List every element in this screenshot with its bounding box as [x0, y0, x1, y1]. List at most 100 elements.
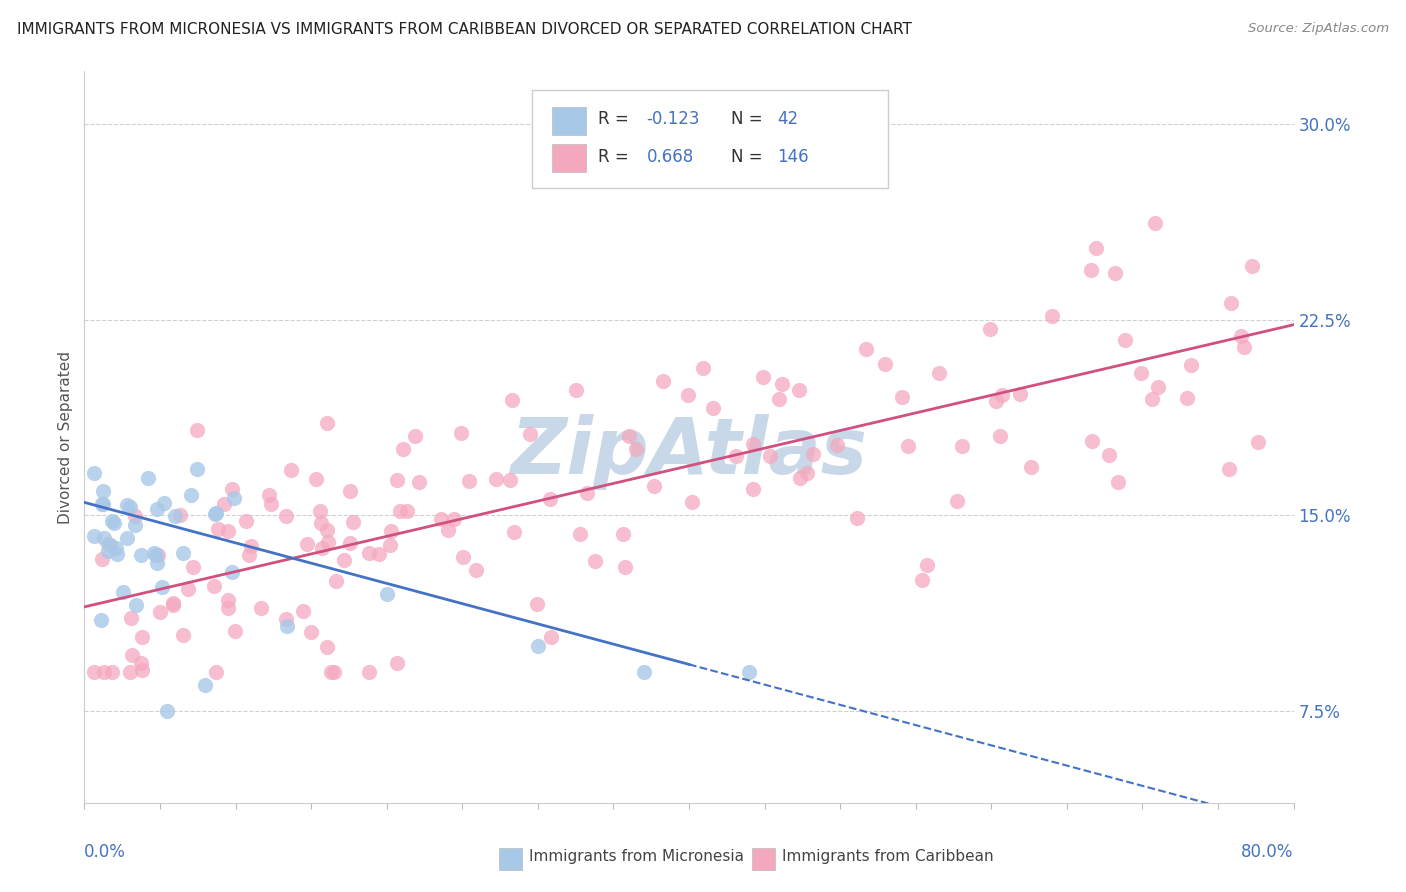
Text: 146: 146 — [778, 148, 808, 166]
Point — [789, 471, 811, 485]
Text: Immigrants from Caribbean: Immigrants from Caribbean — [782, 849, 994, 863]
Point — [405, 429, 427, 443]
Point — [501, 393, 523, 408]
Point — [569, 527, 592, 541]
Point — [124, 508, 146, 523]
Point — [458, 474, 481, 488]
Text: N =: N = — [731, 148, 768, 166]
Point — [235, 514, 257, 528]
Point — [145, 548, 167, 562]
Text: Immigrants from Micronesia: Immigrants from Micronesia — [529, 849, 744, 863]
Point — [917, 558, 939, 573]
Point — [979, 322, 1001, 336]
Text: 0.668: 0.668 — [647, 148, 695, 166]
Point — [93, 497, 115, 511]
Point — [387, 656, 409, 670]
Point — [1218, 462, 1240, 476]
Point — [83, 467, 105, 481]
Point — [202, 579, 225, 593]
Point — [770, 377, 793, 392]
Point — [787, 383, 810, 397]
Point — [928, 366, 950, 380]
Point — [90, 497, 112, 511]
Point — [118, 500, 141, 515]
Point — [768, 392, 790, 406]
Point — [156, 705, 179, 719]
Point — [186, 462, 208, 476]
Point — [172, 628, 194, 642]
Point — [186, 423, 208, 437]
Text: 0.0%: 0.0% — [84, 843, 127, 861]
Point — [583, 554, 606, 568]
Point — [146, 501, 169, 516]
Point — [1104, 266, 1126, 280]
Point — [986, 393, 1008, 408]
Point — [153, 496, 176, 510]
Point — [180, 488, 202, 502]
Point — [238, 549, 260, 563]
Point — [311, 516, 333, 531]
Point — [204, 507, 226, 521]
Point — [131, 663, 153, 677]
Point — [451, 549, 474, 564]
Point — [633, 665, 655, 680]
Point — [93, 532, 115, 546]
Point — [613, 559, 636, 574]
Point — [309, 504, 332, 518]
Y-axis label: Divorced or Separated: Divorced or Separated — [58, 351, 73, 524]
Point — [725, 449, 748, 463]
Point — [845, 511, 868, 525]
Point — [207, 522, 229, 536]
Point — [375, 587, 398, 601]
Point — [299, 625, 322, 640]
Point — [526, 597, 548, 611]
Point — [389, 503, 412, 517]
Point — [311, 541, 333, 556]
Point — [825, 438, 848, 452]
Point — [125, 599, 148, 613]
Point — [991, 388, 1014, 402]
Point — [333, 553, 356, 567]
Point — [1233, 340, 1256, 354]
Point — [855, 343, 877, 357]
Point — [1140, 392, 1163, 407]
Point — [380, 524, 402, 538]
Point — [93, 665, 115, 680]
Point — [101, 514, 124, 528]
Point — [1084, 241, 1107, 255]
Point — [339, 484, 361, 499]
Point — [1042, 309, 1064, 323]
Point — [1081, 434, 1104, 449]
Point — [1098, 448, 1121, 462]
Point — [643, 479, 665, 493]
Point — [165, 509, 187, 524]
Point — [910, 573, 932, 587]
Point — [875, 357, 897, 371]
Point — [124, 518, 146, 533]
Point — [612, 527, 634, 541]
Point — [217, 601, 239, 615]
Point — [380, 538, 402, 552]
Point — [702, 401, 724, 415]
Point — [129, 656, 152, 670]
Point — [260, 497, 283, 511]
Point — [450, 426, 472, 441]
Point — [1241, 259, 1264, 273]
Point — [224, 624, 246, 639]
Point — [540, 630, 562, 644]
Point — [465, 563, 488, 577]
Point — [172, 546, 194, 560]
Point — [83, 529, 105, 543]
Point — [121, 648, 143, 663]
Point — [105, 547, 128, 561]
Point — [395, 504, 418, 518]
Point — [323, 665, 346, 679]
Point — [619, 428, 641, 442]
FancyBboxPatch shape — [531, 90, 889, 188]
Point — [391, 442, 413, 456]
Point — [120, 611, 142, 625]
Point — [315, 524, 337, 538]
Point — [150, 580, 173, 594]
Point — [565, 383, 588, 397]
Point — [90, 613, 112, 627]
